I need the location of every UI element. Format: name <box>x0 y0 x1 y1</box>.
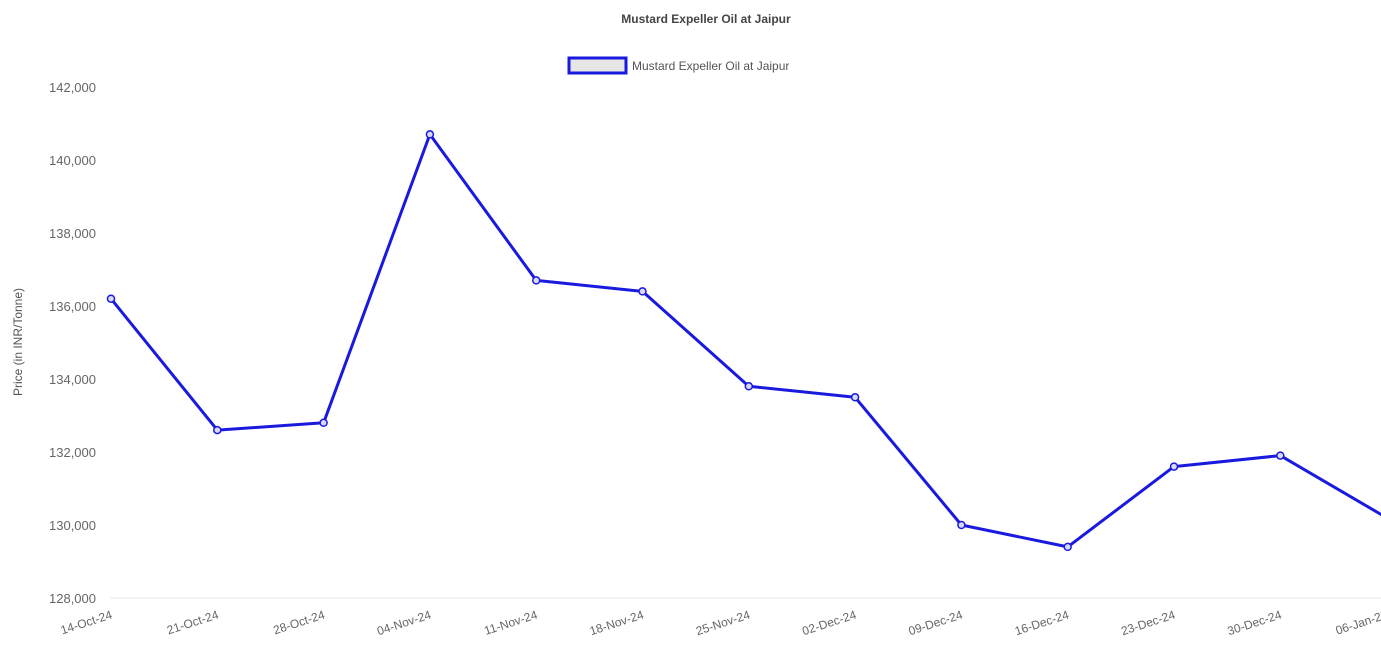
x-tick-label: 11-Nov-24 <box>482 607 539 637</box>
data-point[interactable] <box>214 427 221 434</box>
legend-label: Mustard Expeller Oil at Jaipur <box>632 59 789 73</box>
data-point[interactable] <box>745 383 752 390</box>
x-tick-label: 23-Dec-24 <box>1119 607 1177 638</box>
y-tick-label: 130,000 <box>49 518 96 533</box>
x-tick-label: 14-Oct-24 <box>59 607 114 637</box>
x-tick-label: 30-Dec-24 <box>1226 607 1284 638</box>
y-tick-label: 136,000 <box>49 299 96 314</box>
data-point[interactable] <box>639 288 646 295</box>
y-tick-label: 134,000 <box>49 372 96 387</box>
data-point[interactable] <box>533 277 540 284</box>
legend[interactable]: Mustard Expeller Oil at Jaipur <box>569 58 789 73</box>
data-point[interactable] <box>320 419 327 426</box>
y-tick-label: 140,000 <box>49 153 96 168</box>
x-tick-label: 21-Oct-24 <box>165 607 220 637</box>
y-axis-ticks: 128,000 130,000 132,000 134,000 136,000 138,0… <box>49 80 96 606</box>
data-point[interactable] <box>108 295 115 302</box>
data-point[interactable] <box>1171 463 1178 470</box>
x-tick-label: 28-Oct-24 <box>271 607 326 637</box>
data-point[interactable] <box>958 522 965 529</box>
x-tick-label: 18-Nov-24 <box>588 607 646 638</box>
data-point[interactable] <box>1064 543 1071 550</box>
data-point[interactable] <box>1277 452 1284 459</box>
y-tick-label: 138,000 <box>49 226 96 241</box>
y-tick-label: 128,000 <box>49 591 96 606</box>
series-group <box>108 131 1381 551</box>
x-tick-label: 04-Nov-24 <box>375 607 433 638</box>
x-axis-ticks: 14-Oct-24 21-Oct-24 28-Oct-24 04-Nov-24 11-N… <box>59 607 1381 638</box>
x-tick-label: 16-Dec-24 <box>1013 607 1071 638</box>
x-tick-label: 09-Dec-24 <box>907 607 965 638</box>
x-tick-label: 25-Nov-24 <box>694 607 752 638</box>
x-tick-label: 02-Dec-24 <box>800 607 858 638</box>
y-axis-title: Price (in INR/Tonne) <box>11 288 25 396</box>
legend-swatch <box>569 58 626 73</box>
x-tick-label: 06-Jan-25 <box>1334 607 1381 637</box>
chart-title: Mustard Expeller Oil at Jaipur <box>621 12 791 26</box>
data-point[interactable] <box>426 131 433 138</box>
series-line <box>111 134 1381 547</box>
y-tick-label: 132,000 <box>49 445 96 460</box>
y-tick-label: 142,000 <box>49 80 96 95</box>
data-point[interactable] <box>852 394 859 401</box>
